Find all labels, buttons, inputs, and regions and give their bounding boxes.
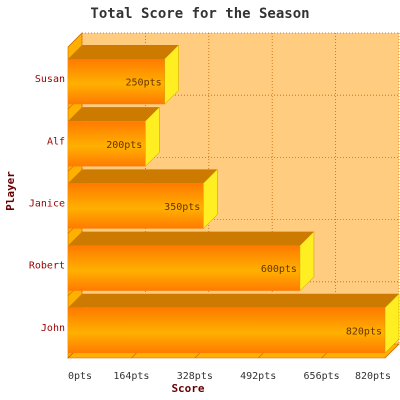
value-label-susan: 250pts — [126, 78, 162, 89]
grid-floor-line-5 — [384, 343, 400, 359]
bar-janice: 350pts — [68, 168, 218, 230]
x-tick-label-1: 164pts — [113, 371, 149, 382]
bar-top-alf — [68, 107, 160, 122]
value-label-robert: 600pts — [261, 264, 297, 275]
bar-front-john — [68, 307, 385, 354]
grid-wall-line-0 — [67, 32, 83, 48]
bar-top-susan — [68, 44, 179, 59]
y-axis-title: Player — [4, 171, 17, 211]
category-label-susan: Susan — [35, 74, 65, 85]
bar-side-alf — [145, 106, 160, 168]
bars: 250pts 200pts 350pts 600pts 820pts — [68, 44, 400, 354]
bar-front-robert — [68, 245, 300, 291]
chart-title: Total Score for the Season — [90, 6, 309, 22]
bar-side-john — [384, 293, 400, 354]
x-tick-label-2: 328pts — [177, 371, 213, 382]
bar-top-janice — [68, 169, 218, 184]
bar-john: 820pts — [68, 293, 400, 354]
category-label-robert: Robert — [29, 261, 65, 272]
x-tick-label-4: 656pts — [304, 371, 340, 382]
bar-front-susan — [68, 58, 165, 105]
bar-front-janice — [68, 183, 204, 229]
value-label-alf: 200pts — [106, 140, 142, 151]
bar-side-susan — [164, 44, 179, 105]
x-tick-label-0: 0pts — [68, 371, 92, 382]
value-label-janice: 350pts — [164, 202, 200, 213]
value-label-john: 820pts — [346, 326, 382, 337]
bar-robert: 600pts — [68, 230, 315, 292]
category-label-alf: Alf — [47, 136, 65, 147]
bar-alf: 200pts — [68, 106, 160, 168]
bar-top-john — [68, 293, 399, 308]
bar-side-robert — [299, 230, 315, 292]
category-label-janice: Janice — [29, 199, 65, 210]
x-axis-title: Score — [171, 382, 204, 395]
bar-top-robert — [68, 231, 314, 246]
category-label-john: John — [41, 323, 65, 334]
x-tick-labels: 0pts 164pts 328pts 492pts 656pts 820pts — [68, 371, 391, 382]
bar-side-janice — [203, 168, 218, 230]
x-tick-label-3: 492pts — [240, 371, 276, 382]
bar-front-alf — [68, 121, 146, 167]
bar-susan: 250pts — [68, 44, 179, 105]
category-labels: Susan Alf Janice Robert John — [29, 74, 65, 334]
x-tick-label-5: 820pts — [355, 371, 391, 382]
